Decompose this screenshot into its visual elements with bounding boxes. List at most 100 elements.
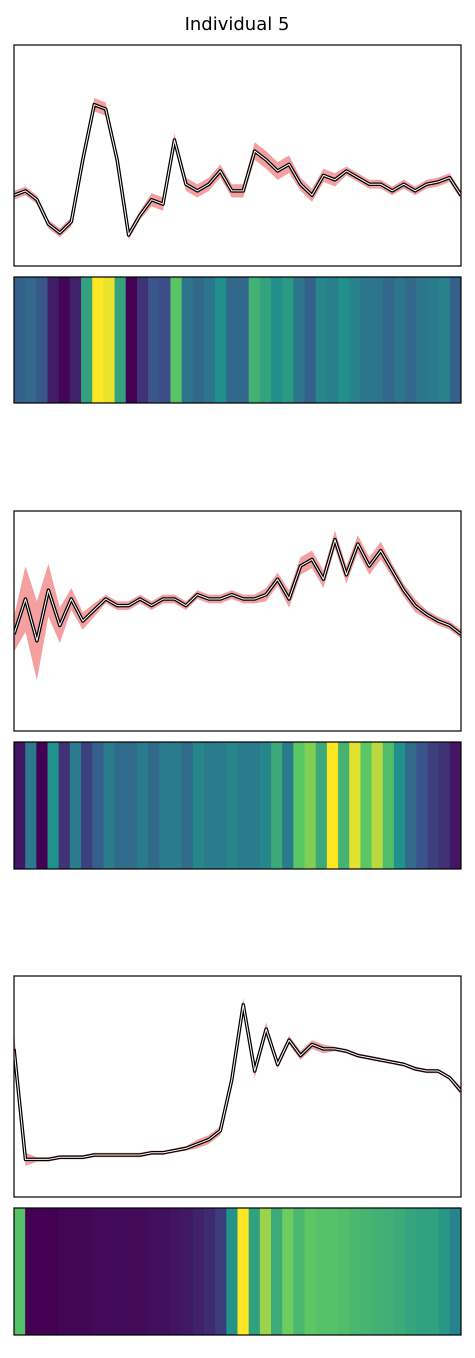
- heat-cell: [36, 742, 49, 869]
- heat-cell: [159, 742, 172, 869]
- heat-cell: [170, 277, 183, 403]
- heat-cell: [237, 1208, 250, 1335]
- heat-cell: [326, 1208, 339, 1335]
- heat-cell: [14, 277, 26, 403]
- heat-cell: [427, 277, 440, 403]
- heat-cell: [192, 1208, 205, 1335]
- heat-cell: [248, 742, 261, 869]
- heat-cell: [371, 277, 384, 403]
- heat-cell: [315, 1208, 328, 1335]
- heat-cell: [136, 742, 149, 869]
- heat-cell: [326, 742, 339, 869]
- heat-cell: [271, 1208, 283, 1335]
- mean-line-highlight: [14, 1004, 461, 1160]
- heat-cell: [47, 742, 60, 869]
- error-band: [14, 530, 461, 681]
- heat-cell: [271, 277, 283, 403]
- heat-cell: [360, 277, 373, 403]
- heat-cell: [170, 1208, 183, 1335]
- heat-cell: [125, 742, 138, 869]
- mean-line-highlight: [14, 104, 461, 236]
- heat-cell: [148, 1208, 160, 1335]
- heat-cell: [103, 742, 116, 869]
- heat-cell: [92, 742, 104, 869]
- heat-cell: [304, 742, 317, 869]
- heat-cell: [315, 742, 328, 869]
- heat-cell: [405, 742, 417, 869]
- heat-cell: [382, 1208, 395, 1335]
- heat-cell: [416, 742, 429, 869]
- heat-cell: [405, 1208, 417, 1335]
- heat-cell: [81, 1208, 93, 1335]
- heat-cell: [304, 1208, 317, 1335]
- heat-cell: [170, 742, 183, 869]
- heat-cell: [58, 1208, 71, 1335]
- heat-cell: [237, 742, 250, 869]
- heat-cell: [393, 277, 406, 403]
- heat-cell: [114, 277, 127, 403]
- heat-cell: [449, 742, 461, 869]
- heat-cell: [293, 1208, 306, 1335]
- heat-cell: [449, 1208, 461, 1335]
- heat-cell: [349, 1208, 362, 1335]
- heat-cell: [36, 1208, 49, 1335]
- heat-cell: [293, 742, 306, 869]
- heat-cell: [81, 742, 93, 869]
- heat-cell: [81, 277, 93, 403]
- heat-cell: [148, 277, 160, 403]
- heat-cell: [248, 277, 261, 403]
- heat-cell: [125, 1208, 138, 1335]
- heat-cell: [382, 742, 395, 869]
- heat-cell: [405, 277, 417, 403]
- heat-cell: [215, 742, 227, 869]
- heat-cell: [203, 1208, 216, 1335]
- heat-cell: [181, 742, 194, 869]
- heat-cell: [416, 1208, 429, 1335]
- heat-cell: [36, 277, 49, 403]
- heat-cell: [371, 742, 384, 869]
- heat-cell: [226, 1208, 239, 1335]
- heat-cell: [237, 277, 250, 403]
- heat-cell: [259, 742, 272, 869]
- heat-cell: [393, 1208, 406, 1335]
- heat-cell: [181, 1208, 194, 1335]
- heat-cell: [427, 742, 440, 869]
- heat-cell: [226, 742, 239, 869]
- heat-cell: [47, 277, 60, 403]
- heat-cell: [103, 277, 116, 403]
- heat-cell: [438, 277, 451, 403]
- heat-cell: [114, 742, 127, 869]
- heat-cell: [203, 742, 216, 869]
- heat-cell: [114, 1208, 127, 1335]
- heat-cell: [14, 742, 26, 869]
- panel-frame: [13, 1207, 462, 1336]
- heat-cell: [25, 742, 37, 869]
- panel-frame: [13, 44, 462, 267]
- heat-cell: [393, 742, 406, 869]
- heat-cell: [449, 277, 461, 403]
- error-band: [14, 998, 461, 1167]
- heat-cell: [58, 742, 71, 869]
- heat-cell: [438, 742, 451, 869]
- heat-cell: [92, 277, 104, 403]
- heat-cell: [203, 277, 216, 403]
- panel-frame: [13, 741, 462, 870]
- heat-cell: [338, 742, 350, 869]
- heat-cell: [215, 277, 227, 403]
- heat-cell: [159, 1208, 172, 1335]
- heat-cell: [215, 1208, 227, 1335]
- heat-cell: [371, 1208, 384, 1335]
- heat-cell: [136, 277, 149, 403]
- heat-cell: [382, 277, 395, 403]
- heat-cell: [282, 1208, 294, 1335]
- panel-frame: [13, 510, 462, 732]
- heat-cell: [416, 277, 429, 403]
- heat-cell: [125, 277, 138, 403]
- heat-cell: [349, 277, 362, 403]
- heat-cell: [92, 1208, 104, 1335]
- heat-cell: [304, 277, 317, 403]
- heat-cell: [315, 277, 328, 403]
- heat-cell: [47, 1208, 60, 1335]
- heat-cell: [181, 277, 194, 403]
